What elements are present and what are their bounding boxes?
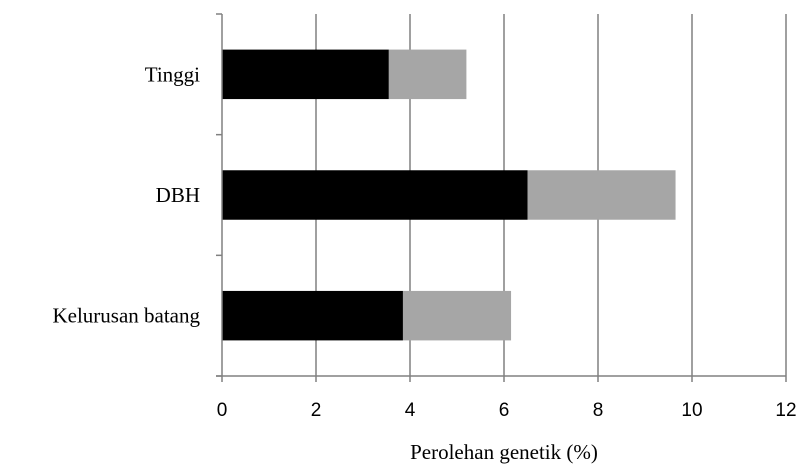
y-category-label-tinggi: Tinggi — [145, 62, 200, 86]
y-category-label-dbh: DBH — [156, 183, 200, 207]
bar-tinggi-segment-1 — [222, 49, 389, 100]
axes — [216, 13, 787, 382]
bar-dbh-segment-1 — [222, 170, 528, 220]
bar-tinggi-segment-2 — [388, 49, 467, 100]
bars — [222, 49, 676, 341]
x-tick-label-0: 0 — [217, 400, 228, 421]
x-tick-label-4: 4 — [405, 400, 416, 421]
x-tick-label-6: 6 — [499, 400, 510, 421]
x-tick-label-8: 8 — [593, 400, 604, 421]
labels: 0 2 4 6 8 10 12 Tinggi DBH Kelurusan batang — [52, 62, 796, 421]
bar-kelurusan-batang-segment-2 — [402, 290, 512, 341]
bar-dbh-segment-2 — [527, 170, 676, 220]
y-category-label-kelurusan-batang: Kelurusan batang — [52, 304, 200, 328]
bar-kelurusan-batang-segment-1 — [222, 290, 403, 341]
x-tick-label-2: 2 — [311, 400, 322, 421]
x-axis-title: Perolehan genetik (%) — [410, 440, 598, 464]
x-tick-label-12: 12 — [775, 400, 796, 421]
x-tick-label-10: 10 — [681, 400, 702, 421]
